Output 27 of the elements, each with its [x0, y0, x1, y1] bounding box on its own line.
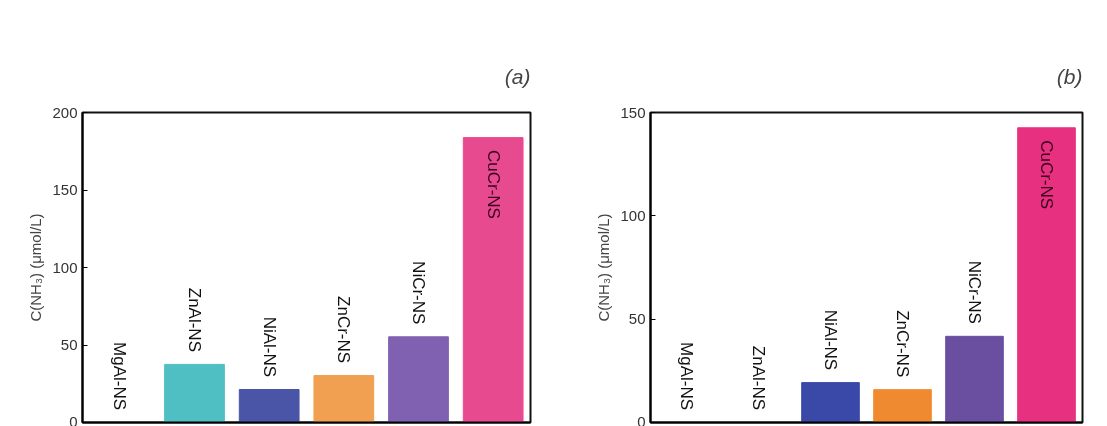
y-tick-label: 150: [620, 103, 646, 121]
bar: [801, 382, 860, 423]
bar: [462, 137, 524, 423]
chart-title: (a): [504, 64, 531, 88]
y-tick-label: 100: [620, 206, 646, 224]
y-axis-title: C(NH₃) (μmol/L): [595, 213, 613, 322]
bar: [313, 375, 375, 423]
y-tick-label: 100: [52, 258, 78, 276]
category-label: CuCr-NS: [1037, 140, 1056, 210]
y-tick-label: 50: [628, 310, 646, 328]
y-tick-label: 50: [60, 336, 78, 353]
y-tick-label: 0: [637, 412, 646, 426]
y-axis-title: C(NH₃) (μmol/L): [27, 213, 45, 322]
y-tick-label: 200: [52, 103, 78, 121]
y-tick-label: 150: [52, 181, 78, 198]
bar: [1017, 127, 1076, 423]
bar: [388, 336, 449, 423]
bar: [945, 335, 1004, 423]
x-tick-label: NiAl-NS: [259, 316, 279, 378]
y-tick-label: 0: [69, 412, 78, 426]
bar: [164, 363, 225, 423]
bar: [873, 389, 932, 423]
chart-title: (b): [1056, 64, 1083, 88]
x-tick-label: NiCr-NS: [409, 261, 428, 325]
x-tick-label: ZnCr-NS: [334, 296, 354, 364]
bar: [238, 388, 300, 423]
x-tick-label: ZnAl-NS: [185, 287, 204, 352]
